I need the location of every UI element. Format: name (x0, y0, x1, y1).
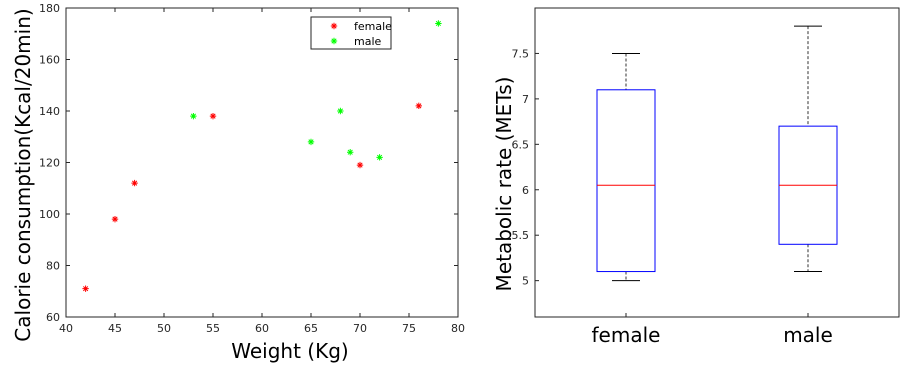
box-y-ticks: 5 5.5 6 6.5 7 7.5 (512, 47, 539, 288)
box-y-tick-label: 5 (522, 275, 529, 288)
box-male (778, 25, 838, 273)
y-tick-label: 180 (39, 2, 60, 15)
x-tick-label: 60 (255, 322, 269, 335)
legend-marker-female (330, 22, 338, 30)
y-tick-label: 120 (39, 157, 60, 170)
box-iqr (596, 89, 656, 273)
box-y-tick-label: 6 (522, 184, 529, 197)
point-male (337, 107, 344, 115)
x-tick-label: 45 (108, 322, 122, 335)
point-female (356, 161, 364, 169)
point-male (347, 149, 354, 156)
legend-label-male: male (354, 35, 382, 48)
point-male (376, 154, 383, 161)
x-tick-label: 40 (59, 322, 73, 335)
y-tick-label: 80 (46, 260, 60, 273)
scatter-points (82, 20, 442, 292)
boxes (596, 25, 838, 282)
y-tick-label: 60 (46, 311, 60, 324)
scatter-legend: female male (310, 16, 392, 50)
scatter-x-axis-label: Weight (Kg) (231, 339, 348, 363)
point-female (209, 112, 217, 120)
legend-box (310, 16, 392, 50)
legend-label-female: female (354, 20, 392, 33)
box-y-tick-label: 7.5 (512, 47, 530, 60)
x-tick-label: 65 (304, 322, 318, 335)
y-tick-label: 140 (39, 105, 60, 118)
point-female (111, 215, 119, 223)
box-y-axis-label: Metabolic rate (METs) (492, 77, 516, 292)
box-female (596, 52, 656, 282)
point-male (435, 20, 442, 27)
point-female (131, 179, 138, 187)
box-chart: 5 5.5 6 6.5 7 7.5 female male Metabolic rate (… (492, 7, 900, 347)
point-female (82, 285, 89, 292)
scatter-y-ticks: 60 80 100 120 140 160 180 (39, 2, 458, 324)
scatter-x-ticks: 40 45 50 55 60 65 70 75 80 (59, 8, 465, 335)
box-x-ticks: female male (592, 313, 833, 347)
box-y-tick-label: 7 (522, 93, 529, 106)
scatter-y-axis-label: Calorie consumption(Kcal/20min) (11, 8, 35, 341)
y-tick-label: 100 (39, 208, 60, 221)
x-tick-label: 75 (402, 322, 416, 335)
point-male (190, 112, 197, 120)
box-x-tick-label: female (592, 323, 661, 347)
box-plot-area (534, 7, 900, 318)
point-female (415, 102, 422, 110)
scatter-chart: 40 45 50 55 60 65 70 75 80 60 80 100 120 140 160 180 W… (11, 2, 465, 363)
box-y-tick-label: 5.5 (512, 229, 530, 242)
x-tick-label: 80 (451, 322, 465, 335)
y-tick-label: 160 (39, 54, 60, 67)
point-male (307, 138, 315, 146)
x-tick-label: 55 (206, 322, 220, 335)
x-tick-label: 50 (157, 322, 171, 335)
scatter-plot-area (65, 7, 459, 318)
legend-marker-male (330, 37, 338, 45)
x-tick-label: 70 (353, 322, 367, 335)
box-x-tick-label: male (783, 323, 833, 347)
box-y-tick-label: 6.5 (512, 138, 530, 151)
